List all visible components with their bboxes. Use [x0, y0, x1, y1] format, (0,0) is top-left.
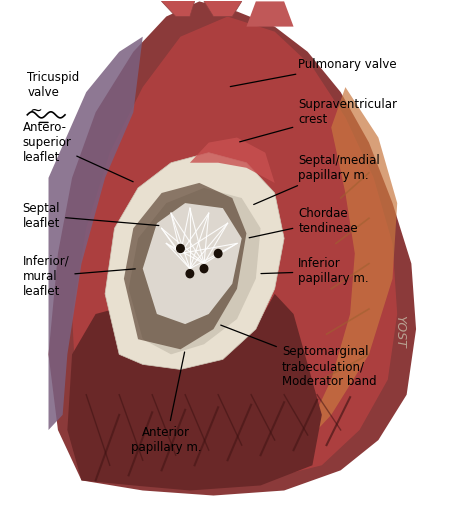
- Text: Septal
leaflet: Septal leaflet: [23, 202, 159, 230]
- Text: YOST: YOST: [393, 315, 406, 348]
- Polygon shape: [124, 183, 246, 349]
- Polygon shape: [72, 17, 397, 481]
- Polygon shape: [128, 188, 261, 354]
- Text: ~: ~: [30, 102, 42, 117]
- Circle shape: [214, 249, 222, 258]
- Circle shape: [186, 270, 194, 278]
- Text: Antero-
superior
leaflet: Antero- superior leaflet: [23, 121, 133, 182]
- Text: Septomarginal
trabeculation/
Moderator band: Septomarginal trabeculation/ Moderator b…: [221, 325, 376, 388]
- Polygon shape: [246, 2, 293, 26]
- Text: Anterior
papillary m.: Anterior papillary m.: [131, 352, 201, 454]
- Text: Inferior
papillary m.: Inferior papillary m.: [261, 257, 369, 285]
- Text: Supraventricular
crest: Supraventricular crest: [240, 98, 397, 142]
- Polygon shape: [293, 87, 397, 455]
- Polygon shape: [48, 2, 416, 495]
- Polygon shape: [204, 0, 242, 17]
- Polygon shape: [105, 153, 284, 370]
- Text: Inferior/
mural
leaflet: Inferior/ mural leaflet: [23, 255, 135, 298]
- Polygon shape: [67, 294, 322, 490]
- Polygon shape: [48, 37, 143, 430]
- Polygon shape: [190, 137, 275, 183]
- Text: Tricuspid
valve: Tricuspid valve: [27, 70, 80, 98]
- Circle shape: [200, 265, 208, 273]
- Polygon shape: [162, 0, 195, 17]
- Text: Chordae
tendineae: Chordae tendineae: [249, 207, 358, 238]
- Circle shape: [177, 244, 184, 252]
- Text: Septal/medial
papillary m.: Septal/medial papillary m.: [254, 154, 380, 204]
- Text: Pulmonary valve: Pulmonary valve: [230, 58, 397, 87]
- Polygon shape: [143, 203, 242, 324]
